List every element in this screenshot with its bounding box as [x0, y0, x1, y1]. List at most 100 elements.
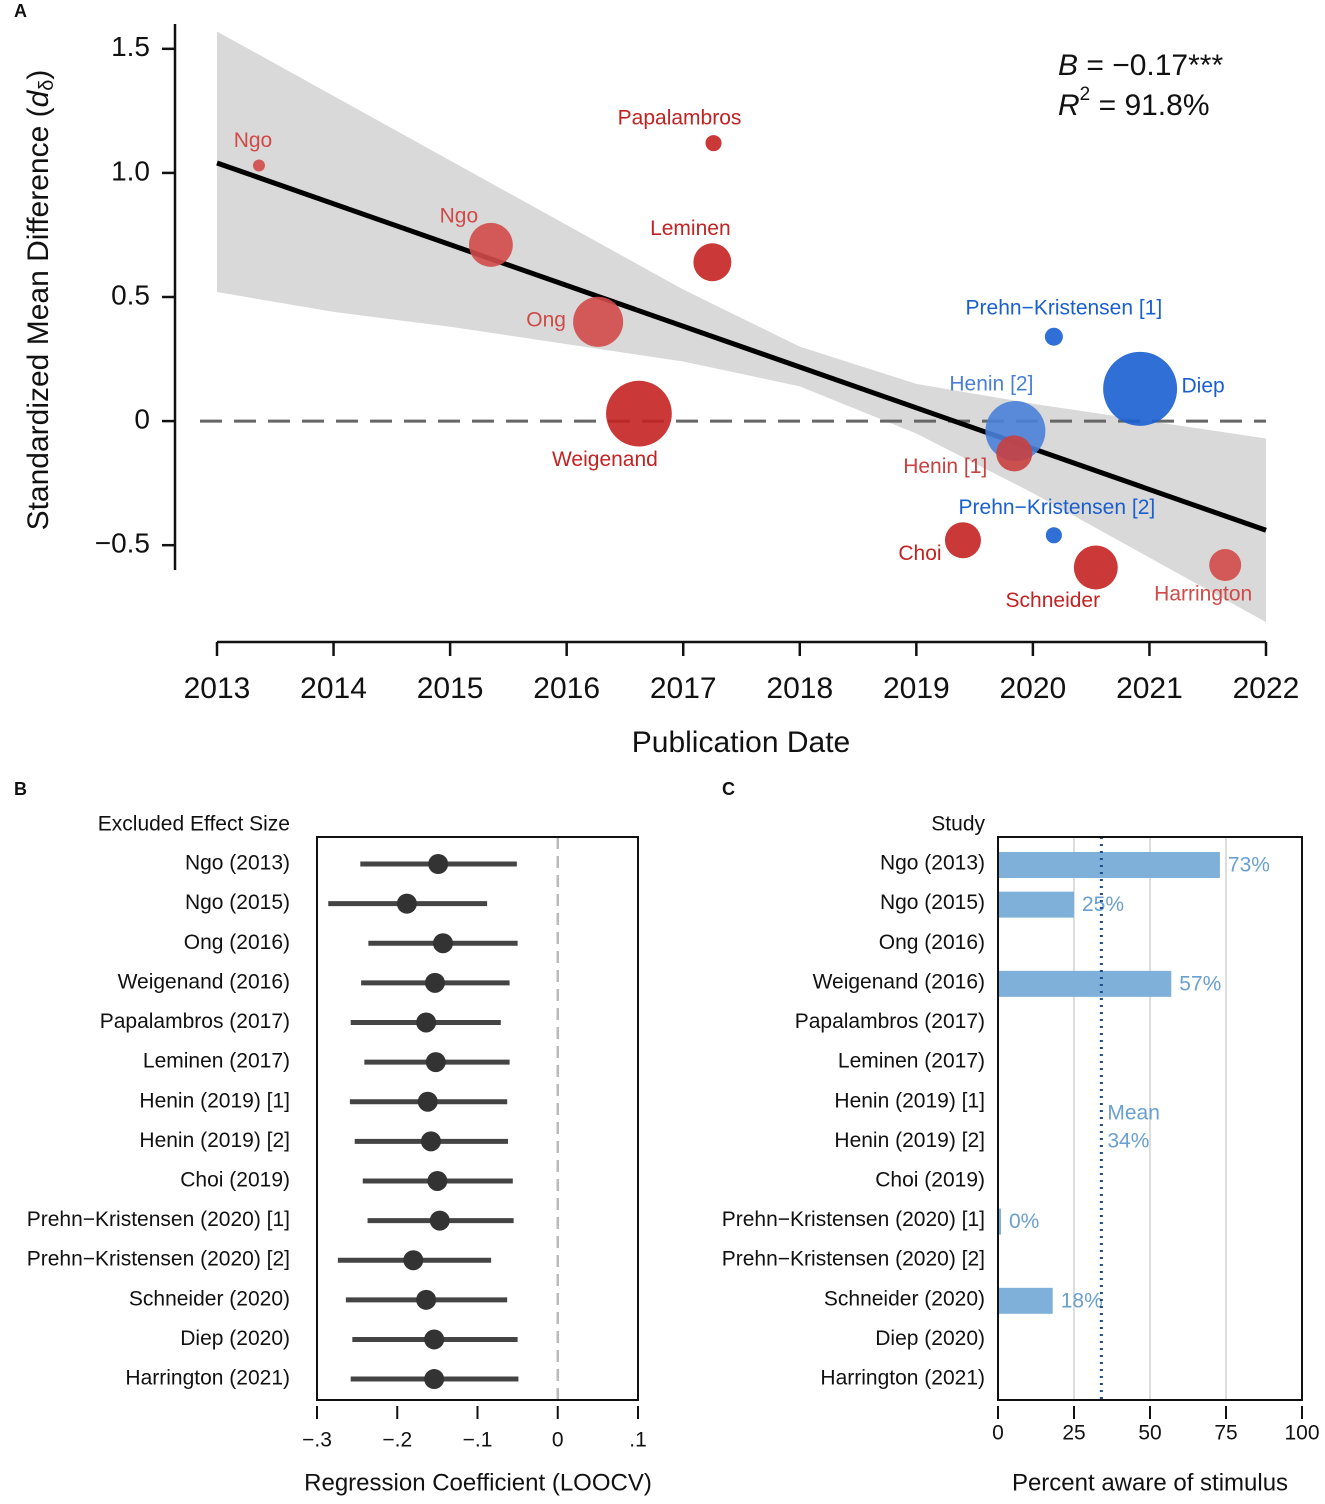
row-label: Henin (2019) [1]: [139, 1089, 290, 1112]
estimate-dot: [432, 933, 453, 954]
annotation-var: R: [1058, 89, 1080, 122]
row-label: Weigenand (2016): [118, 970, 290, 993]
bubble: [693, 243, 732, 282]
y-title-part: Standardized Mean Difference (: [22, 107, 55, 530]
annotation-var: B: [1058, 49, 1078, 82]
x-tick-label: 2014: [300, 672, 367, 705]
x-axis-title: Publication Date: [632, 726, 850, 759]
x-axis-title: Regression Coefficient (LOOCV): [304, 1469, 652, 1496]
row-label: Prehn−Kristensen (2020) [1]: [722, 1208, 985, 1231]
x-tick-label: −.3: [302, 1429, 332, 1452]
y-title-part: ): [22, 70, 55, 80]
plot-frame: [316, 836, 639, 1401]
y-title-part: d: [22, 89, 55, 107]
mean-value-label: 34%: [1107, 1130, 1149, 1153]
x-tick-label: 2020: [1000, 672, 1067, 705]
row-label: Ngo (2015): [880, 891, 985, 914]
y-tick-label: 1.0: [111, 155, 150, 186]
row-label: Weigenand (2016): [813, 970, 985, 993]
value-label: 0%: [1009, 1210, 1039, 1233]
bubble: [1045, 527, 1062, 544]
row-label: Harrington (2021): [820, 1367, 985, 1390]
x-tick-label: 2015: [417, 672, 484, 705]
bubble: [705, 135, 722, 152]
x-tick-label: 2019: [883, 672, 950, 705]
x-tick-label: −.2: [382, 1429, 412, 1452]
bar: [998, 891, 1074, 918]
x-tick-label: 2017: [650, 672, 717, 705]
y-tick-label: 0: [134, 403, 150, 434]
x-tick-label: −.1: [463, 1429, 493, 1452]
x-tick-label: 0: [552, 1429, 564, 1452]
annotation: B = −0.17***: [1058, 49, 1223, 82]
x-tick-label: 100: [1284, 1422, 1319, 1445]
point-label: Prehn−Kristensen [1]: [966, 296, 1163, 319]
row-label: Leminen (2017): [838, 1050, 985, 1073]
row-label: Leminen (2017): [143, 1050, 290, 1073]
row-label: Diep (2020): [180, 1327, 290, 1350]
row-label: Prehn−Kristensen (2020) [2]: [27, 1248, 290, 1271]
estimate-dot: [424, 1329, 445, 1350]
bar: [998, 852, 1220, 878]
x-tick-label: 2016: [533, 672, 600, 705]
point-label: Ngo: [234, 129, 273, 152]
point-label: Ngo: [440, 204, 479, 227]
point-label: Choi: [898, 542, 941, 565]
row-label: Papalambros (2017): [795, 1010, 985, 1033]
value-label: 18%: [1061, 1289, 1103, 1312]
point-label: Ong: [526, 308, 566, 331]
bubble: [996, 435, 1033, 472]
estimate-dot: [429, 1210, 450, 1231]
annotation-text: = 91.8%: [1090, 89, 1209, 122]
row-label: Prehn−Kristensen (2020) [2]: [722, 1248, 985, 1271]
bubble: [573, 296, 624, 347]
y-tick-label: 0.5: [111, 279, 150, 310]
mean-label: Mean: [1107, 1102, 1160, 1125]
row-label: Choi (2019): [180, 1169, 290, 1192]
estimate-dot: [424, 1369, 445, 1390]
bar: [998, 1208, 1001, 1235]
x-tick-label: 0: [992, 1422, 1004, 1445]
row-label: Papalambros (2017): [100, 1010, 290, 1033]
confidence-band: [217, 31, 1266, 623]
point-label: Papalambros: [618, 107, 742, 130]
y-tick-label: 1.5: [111, 31, 150, 62]
bubble: [1044, 327, 1063, 346]
row-label: Schneider (2020): [824, 1287, 985, 1310]
y-title-part: δ: [36, 80, 58, 91]
estimate-dot: [424, 972, 445, 993]
regression-line: [216, 160, 1267, 533]
estimate-dot: [427, 1170, 448, 1191]
bubble: [944, 522, 981, 559]
row-label: Henin (2019) [1]: [834, 1089, 985, 1112]
row-label: Ngo (2013): [185, 852, 290, 875]
x-tick-label: 2022: [1233, 672, 1300, 705]
bubble: [468, 222, 513, 267]
row-label: Harrington (2021): [125, 1367, 290, 1390]
panel-label: C: [722, 779, 735, 799]
y-axis-title: Standardized Mean Difference (dδ): [22, 70, 58, 531]
estimate-dot: [420, 1131, 441, 1152]
point-label: Henin [2]: [949, 373, 1033, 396]
x-axis-title: Percent aware of stimulus: [1012, 1469, 1288, 1496]
point-label: Harrington: [1154, 583, 1252, 606]
x-tick-label: 50: [1138, 1422, 1161, 1445]
column-header: Study: [931, 813, 985, 836]
estimate-dot: [416, 1289, 437, 1310]
value-label: 73%: [1228, 854, 1270, 877]
row-label: Henin (2019) [2]: [139, 1129, 290, 1152]
panel-label: B: [14, 779, 27, 799]
bubble: [606, 380, 672, 447]
annotation-text: = −0.17***: [1078, 49, 1223, 82]
estimate-dot: [428, 854, 449, 874]
x-tick-label: 2018: [766, 672, 833, 705]
bar: [998, 1287, 1053, 1314]
row-label: Prehn−Kristensen (2020) [1]: [27, 1208, 290, 1231]
annotation: R2 = 91.8%: [1058, 84, 1210, 122]
estimate-dot: [417, 1091, 438, 1112]
point-label: Henin [1]: [903, 455, 987, 478]
estimate-dot: [396, 893, 417, 914]
x-tick-label: 2013: [184, 672, 251, 705]
